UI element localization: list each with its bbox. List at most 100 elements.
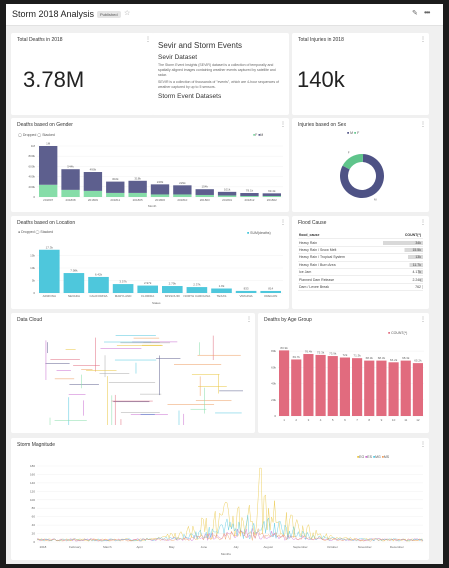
y-tick-label: 120 bbox=[30, 489, 35, 493]
y-tick-label: 10k bbox=[30, 266, 35, 270]
data-label: 76.4k bbox=[305, 350, 313, 354]
x-tick-label: 2 bbox=[295, 418, 297, 422]
legend-label: ES bbox=[367, 455, 373, 459]
data-label: 17.3k bbox=[46, 245, 54, 249]
card-menu-icon[interactable]: ⋮ bbox=[420, 442, 426, 448]
legend-controls[interactable]: ◯ Dropped ◯ Stacked bbox=[18, 133, 55, 137]
x-tick-label: March bbox=[103, 545, 112, 549]
more-options-icon[interactable]: ••• bbox=[424, 8, 430, 17]
markdown-subheading: Sevir Dataset bbox=[158, 54, 198, 61]
card-menu-icon[interactable]: ⋮ bbox=[420, 220, 426, 226]
x-tick-label: November bbox=[358, 545, 372, 549]
cell-count: 4.17k bbox=[383, 270, 423, 275]
bar bbox=[162, 286, 183, 293]
data-label: 229k bbox=[179, 181, 186, 185]
chart-deaths-age[interactable]: Deaths by Age Group ⋮ ■ COUNT(*) 0 20k 40k… bbox=[258, 313, 429, 433]
legend-item[interactable]: ■EG bbox=[357, 455, 366, 459]
legend-item[interactable]: ■ES bbox=[365, 455, 373, 459]
bar-segment-f bbox=[173, 194, 192, 197]
data-label: 814 bbox=[268, 286, 273, 290]
kpi-total-deaths[interactable]: Total Deaths in 2018 ⋮ 3.78M bbox=[11, 33, 154, 115]
bar bbox=[388, 362, 399, 416]
data-label: 2.97k bbox=[144, 281, 152, 285]
card-menu-icon[interactable]: ⋮ bbox=[145, 37, 151, 43]
x-tick-label: May bbox=[169, 545, 175, 549]
bar-segment-f bbox=[128, 192, 147, 197]
series-line bbox=[36, 527, 424, 542]
data-label: 65.2k bbox=[414, 359, 422, 363]
table-row[interactable]: Planned Dam Release 2.24k bbox=[298, 276, 423, 284]
legend-series[interactable]: ■F ■M bbox=[253, 133, 264, 137]
data-label: 7.98k bbox=[70, 269, 78, 273]
card-menu-icon[interactable]: ⋮ bbox=[420, 37, 426, 43]
legend-controls[interactable]: ● Dropped ◯ Stacked bbox=[18, 230, 54, 234]
chart-storm-magnitude[interactable]: Storm Magnitude ⋮ ■EG ■ES ■MG ■MS 0 20 40 6… bbox=[11, 438, 429, 560]
y-tick-label: 800k bbox=[28, 154, 35, 158]
x-axis-label: Month bbox=[148, 204, 157, 208]
bar bbox=[352, 358, 363, 416]
chart-title: Deaths based on Gender bbox=[17, 122, 73, 128]
column-header[interactable]: COUNT(*) bbox=[404, 233, 421, 238]
y-tick-label: 140 bbox=[30, 481, 35, 485]
x-tick-label: 201811 bbox=[110, 198, 120, 202]
y-tick-label: 600k bbox=[28, 164, 35, 168]
card-menu-icon[interactable]: ⋮ bbox=[420, 317, 426, 323]
legend-series[interactable]: ■EG ■ES ■MG ■MS bbox=[357, 455, 389, 459]
chart-title: Flood Cause bbox=[298, 220, 327, 226]
legend-item[interactable]: ■MG bbox=[372, 455, 382, 459]
cell-cause: Heavy Rain / Tropical System bbox=[299, 255, 345, 260]
x-tick-label: MISSOURI bbox=[165, 294, 180, 298]
x-tick-label: October bbox=[327, 545, 338, 549]
legend-label: Stacked bbox=[40, 230, 54, 234]
chart-title: Storm Magnitude bbox=[17, 442, 56, 448]
data-label: 2.37k bbox=[193, 283, 201, 287]
chart-deaths-location[interactable]: Deaths based on Location ⋮ ● Dropped ◯ S… bbox=[11, 216, 289, 309]
table-row[interactable]: Heavy Rain 34k bbox=[298, 239, 423, 247]
legend-item[interactable]: ■MS bbox=[381, 455, 390, 459]
legend-series[interactable]: ■ M ■ F bbox=[347, 131, 360, 135]
favorite-star-icon[interactable]: ☆ bbox=[124, 10, 131, 17]
card-menu-icon[interactable]: ⋮ bbox=[420, 122, 426, 128]
x-tick-label: 201806 bbox=[155, 198, 165, 202]
table-row[interactable]: Dam / Levee Break 762 bbox=[298, 284, 423, 292]
markdown-subheading: Storm Event Datasets bbox=[158, 93, 222, 100]
chart-data-cloud[interactable]: Data Cloud ⋮ bbox=[11, 313, 255, 433]
bar-segment-f bbox=[217, 195, 237, 197]
y-tick-label: 0 bbox=[33, 540, 35, 544]
data-label: 75.3k bbox=[317, 350, 325, 354]
page-title: Storm 2018 Analysis bbox=[12, 9, 95, 19]
card-menu-icon[interactable]: ⋮ bbox=[280, 122, 286, 128]
table-row[interactable]: Heavy Rain / Snow Melt 15.5k bbox=[298, 247, 423, 255]
column-header[interactable]: flood_cause bbox=[299, 233, 320, 238]
bar-segment-m bbox=[150, 184, 170, 195]
x-axis-label: States bbox=[152, 301, 161, 305]
markdown-card: Sevir and Storm Events Sevir Dataset The… bbox=[152, 33, 289, 115]
x-tick-label: OREGON bbox=[264, 294, 277, 298]
y-tick-label: 1M bbox=[31, 144, 36, 148]
legend-series[interactable]: ■ COUNT(*) bbox=[388, 331, 408, 335]
card-menu-icon[interactable]: ⋮ bbox=[246, 317, 252, 323]
y-tick-label: 200k bbox=[28, 185, 35, 189]
chart-deaths-gender[interactable]: Deaths based on Gender ⋮ ◯ Dropped ◯ Sta… bbox=[11, 118, 289, 212]
table-row[interactable]: Ice Jam 4.17k bbox=[298, 269, 423, 277]
gender-bar-chart: 0 200k 400k 600k 800k 1M 1M 201807 544k 201808 490… bbox=[28, 142, 283, 202]
word-cloud bbox=[45, 335, 243, 425]
y-tick-label: 180 bbox=[30, 464, 35, 468]
table-row[interactable]: Heavy Rain / Tropical System 13k bbox=[298, 254, 423, 262]
flood-table: flood_cause COUNT(*) Heavy Rain 34k Heavy R… bbox=[298, 232, 423, 292]
legend-label: MG bbox=[375, 455, 382, 459]
kpi-total-injuries[interactable]: Total Injuries in 2018 ⋮ 140k bbox=[292, 33, 429, 115]
bar bbox=[376, 360, 387, 416]
legend-label: M bbox=[350, 131, 354, 135]
legend-series[interactable]: ■ SUM(deaths) bbox=[247, 231, 271, 235]
slice-label: F bbox=[348, 151, 350, 155]
data-label: 2.79k bbox=[169, 282, 177, 286]
table-row[interactable]: Heavy Rain / Burn Area 11.7k bbox=[298, 262, 423, 269]
table-flood-cause[interactable]: Flood Cause ⋮ flood_cause COUNT(*) Heavy … bbox=[292, 216, 429, 309]
card-menu-icon[interactable]: ⋮ bbox=[280, 220, 286, 226]
x-tick-label: 9 bbox=[381, 418, 383, 422]
data-label: 71.3k bbox=[353, 354, 361, 358]
edit-icon[interactable]: ✎ bbox=[412, 10, 418, 17]
y-tick-label: 80 bbox=[32, 506, 36, 510]
